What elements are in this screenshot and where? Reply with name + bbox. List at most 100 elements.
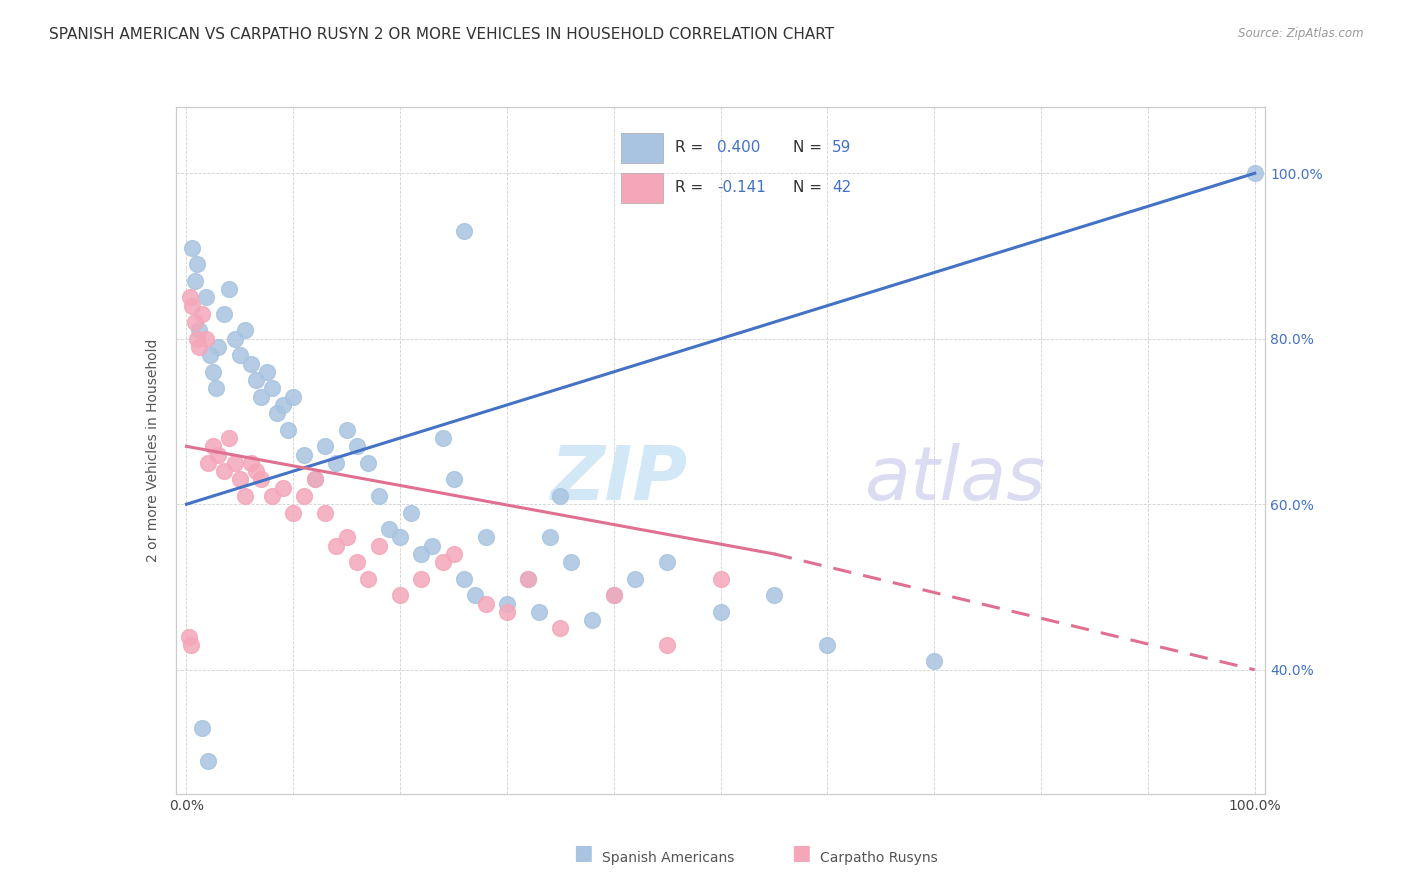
Point [538,530,561,544]
Point [527,605,550,619]
Point [550,621,572,635]
Point [198,348,221,362]
Point [411,572,433,586]
FancyBboxPatch shape [620,173,664,202]
Point [224,456,246,470]
Point [357,456,380,470]
Text: 59: 59 [832,140,852,155]
Point [224,332,246,346]
Point [367,489,389,503]
Text: Carpatho Rusyns: Carpatho Rusyns [820,851,938,865]
Point [212,307,235,321]
Point [179,290,201,304]
Point [710,605,733,619]
Y-axis label: 2 or more Vehicles in Household: 2 or more Vehicles in Household [146,339,160,562]
Point [357,572,380,586]
Point [432,431,454,445]
Point [188,323,211,337]
Text: SPANISH AMERICAN VS CARPATHO RUSYN 2 OR MORE VEHICLES IN HOUSEHOLD CORRELATION C: SPANISH AMERICAN VS CARPATHO RUSYN 2 OR … [49,27,834,42]
Point [657,638,679,652]
Point [207,340,229,354]
Point [581,613,603,627]
Point [212,464,235,478]
Text: Spanish Americans: Spanish Americans [602,851,734,865]
Point [464,588,486,602]
Point [560,555,582,569]
Point [603,588,626,602]
Point [411,547,433,561]
Point [550,489,572,503]
Point [443,472,465,486]
Point [474,597,496,611]
Point [378,522,401,536]
Point [432,555,454,569]
Point [815,638,838,652]
Point [197,456,219,470]
Point [283,506,305,520]
Point [314,439,336,453]
Point [250,390,273,404]
Point [186,257,208,271]
Point [218,282,240,296]
Point [453,224,475,238]
Text: Source: ZipAtlas.com: Source: ZipAtlas.com [1239,27,1364,40]
Point [266,406,288,420]
Point [197,754,219,768]
Point [443,547,465,561]
Point [184,315,207,329]
Point [389,588,412,602]
Point [205,381,228,395]
Point [336,423,359,437]
Point [233,489,256,503]
Point [271,481,294,495]
Text: ■: ■ [792,844,811,863]
Point [233,323,256,337]
Text: N =: N = [793,180,827,195]
Text: 42: 42 [832,180,852,195]
Point [256,365,278,379]
Text: ■: ■ [574,844,593,863]
Point [218,431,240,445]
Point [202,439,225,453]
Point [239,357,262,371]
Point [177,630,200,644]
Point [180,299,202,313]
Point [245,464,267,478]
Point [180,638,202,652]
Point [191,721,214,735]
Text: ZIP: ZIP [551,443,689,516]
Point [304,472,326,486]
Text: -0.141: -0.141 [717,180,766,195]
Point [180,241,202,255]
Point [399,506,422,520]
Point [453,572,475,586]
Point [304,472,326,486]
Point [229,348,252,362]
Point [184,274,207,288]
Text: R =: R = [675,140,709,155]
Point [389,530,412,544]
Text: N =: N = [793,140,827,155]
Point [367,539,389,553]
Text: R =: R = [675,180,709,195]
Text: atlas: atlas [865,443,1046,516]
Point [922,655,945,669]
Point [517,572,540,586]
Point [336,530,359,544]
Point [250,472,273,486]
Point [325,539,347,553]
Point [260,489,283,503]
Point [496,597,519,611]
Point [229,472,252,486]
Point [603,588,626,602]
Point [277,423,299,437]
Point [1243,166,1265,180]
Point [325,456,347,470]
Text: 0.400: 0.400 [717,140,761,155]
Point [762,588,785,602]
Point [346,439,368,453]
Point [271,398,294,412]
Point [186,332,208,346]
Point [314,506,336,520]
Point [474,530,496,544]
